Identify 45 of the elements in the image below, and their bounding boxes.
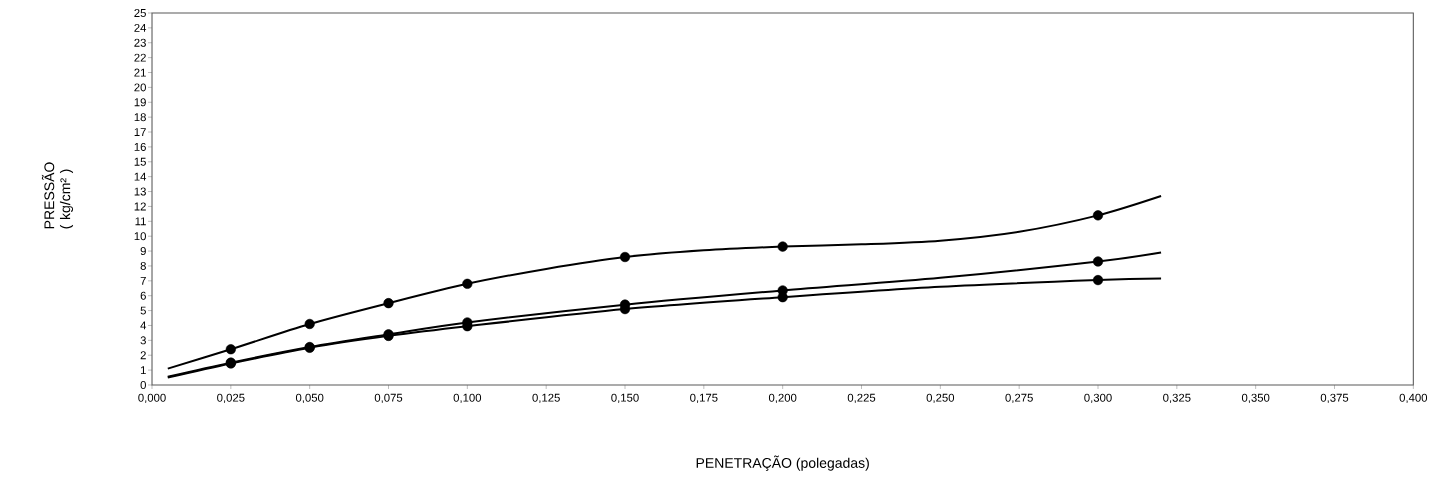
y-tick-label: 5 [140,306,146,315]
y-tick-label: 23 [134,38,146,47]
y-tick-label: 4 [140,321,147,330]
x-tick-label: 0,050 [295,393,324,404]
x-tick-label: 0,100 [453,393,482,404]
y-tick-label: 13 [134,187,146,196]
y-tick-label: 19 [134,98,146,107]
y-tick-label: 8 [140,261,146,270]
x-tick-label: 0,325 [1163,393,1191,404]
x-tick-label: 0,275 [1005,393,1033,404]
x-tick-label: 0,200 [768,393,797,404]
y-tick-label: 22 [134,53,146,62]
x-tick-label: 0,075 [374,393,403,404]
y-axis-title: PRESSÃO ( kg/cm² ) [41,162,74,229]
x-tick-label: 0,150 [611,393,639,404]
y-tick-label: 6 [140,291,146,300]
x-tick-label: 0,025 [217,393,245,404]
x-tick-label: 0,250 [926,393,955,404]
y-tick-label: 20 [134,83,146,92]
y-tick-label: 18 [134,113,146,122]
y-tick-label: 24 [134,23,147,32]
x-tick-label: 0,175 [690,393,718,404]
y-tick-label: 16 [134,142,146,151]
x-tick-label: 0,300 [1084,393,1112,404]
y-tick-label: 17 [134,128,146,136]
x-tick-label: 0,000 [138,393,166,404]
x-tick-label: 0,225 [847,393,876,404]
y-tick-label: 25 [134,8,146,17]
y-tick-label: 12 [134,202,146,211]
y-tick-label: 0 [140,380,146,389]
y-tick-label: 2 [140,351,146,360]
y-tick-label: 9 [140,247,146,256]
y-tick-label: 11 [135,217,146,226]
x-tick-label: 0,350 [1241,393,1270,404]
y-tick-label: 1 [140,366,146,375]
y-tick-label: 3 [140,336,146,345]
x-axis-title: PENETRAÇÃO (polegadas) [696,455,869,471]
y-tick-label: 10 [134,232,146,241]
y-tick-label: 21 [134,68,146,77]
y-tick-label: 7 [140,276,146,285]
x-tick-label: 0,375 [1320,393,1349,404]
x-tick-label: 0,400 [1399,393,1428,404]
y-tick-label: 14 [134,172,147,181]
x-tick-label: 0,125 [532,393,560,404]
y-tick-label: 15 [134,157,146,166]
